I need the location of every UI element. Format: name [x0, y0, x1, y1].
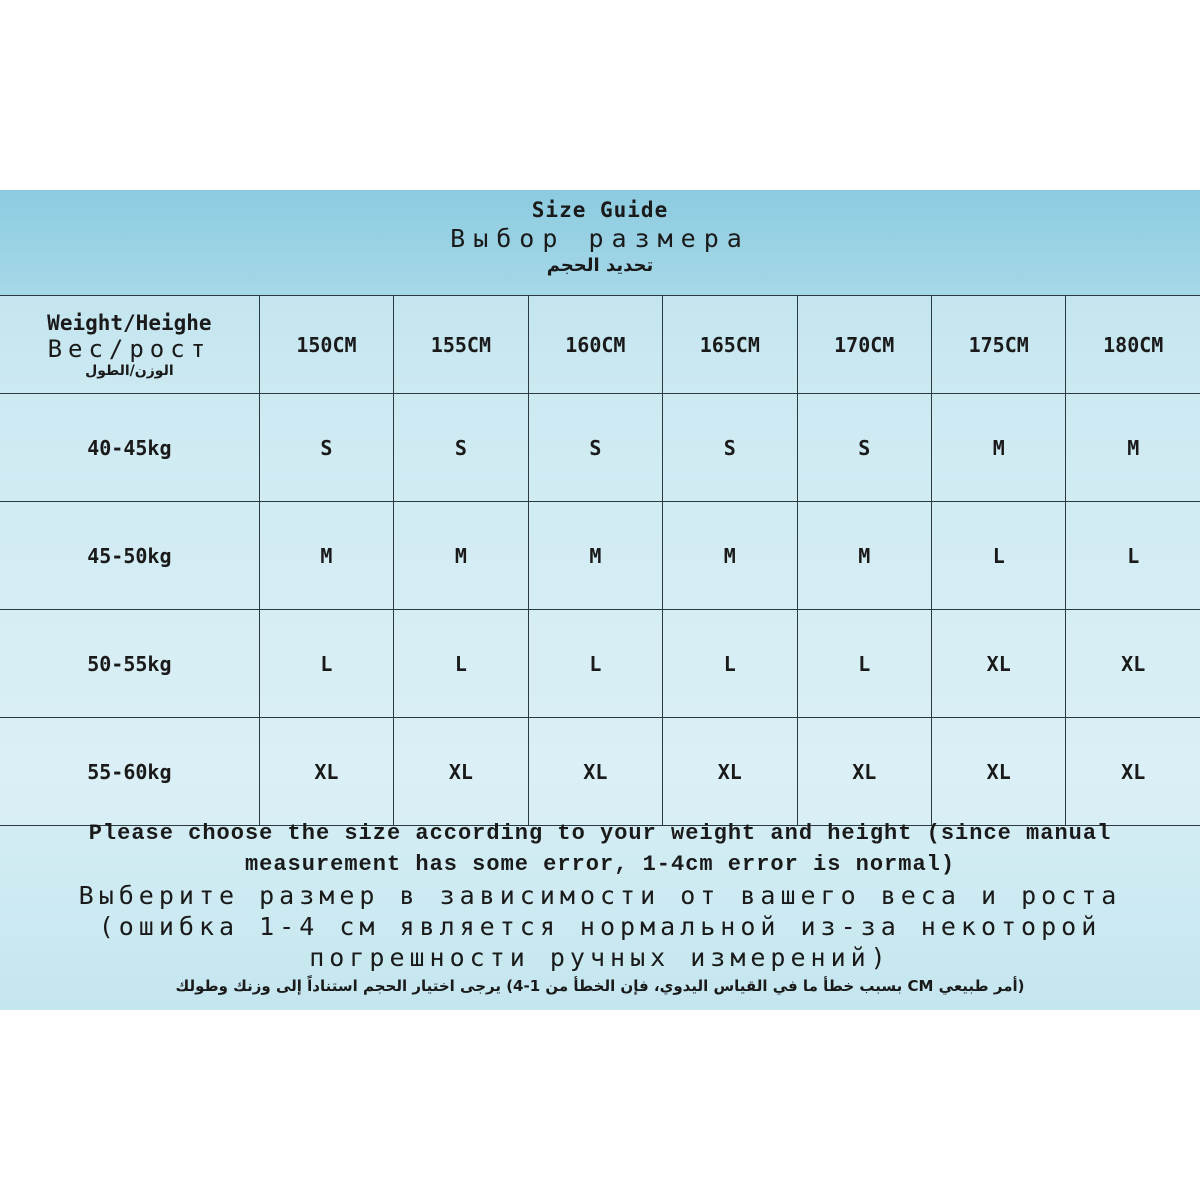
size-cell: S [662, 393, 798, 502]
size-cell: L [930, 501, 1067, 610]
size-cell: XL [527, 717, 664, 826]
header-row: Weight/Heighe Вес/рост الوزن/الطول 150CM… [0, 295, 1200, 394]
size-cell: M [796, 501, 932, 610]
height-header: 170CM [796, 295, 932, 394]
footer-notes: Please choose the size according to your… [0, 818, 1200, 999]
size-cell: S [796, 393, 932, 502]
corner-arabic: الوزن/الطول [85, 362, 174, 379]
table-row: 45-50kg M M M M M L L [0, 501, 1200, 610]
size-cell: XL [662, 717, 798, 826]
size-cell: XL [1065, 609, 1200, 718]
size-cell: L [527, 609, 664, 718]
size-cell: M [393, 501, 529, 610]
height-header: 150CM [258, 295, 395, 394]
size-cell: S [393, 393, 529, 502]
size-cell: S [258, 393, 395, 502]
title-english: Size Guide [531, 198, 669, 222]
size-cell: L [258, 609, 395, 718]
size-cell: L [1065, 501, 1200, 610]
note-russian: Выберите размер в зависимости от вашего … [78, 881, 1122, 972]
table-row: 55-60kg XL XL XL XL XL XL XL [0, 717, 1200, 826]
weight-label: 40-45kg [0, 393, 260, 502]
weight-label: 50-55kg [0, 609, 260, 718]
size-cell: M [258, 501, 395, 610]
weight-label: 45-50kg [0, 501, 260, 610]
height-header: 175CM [930, 295, 1067, 394]
height-header: 180CM [1065, 295, 1200, 394]
size-cell: XL [930, 609, 1067, 718]
size-cell: XL [796, 717, 932, 826]
table-row: 50-55kg L L L L L XL XL [0, 609, 1200, 718]
size-cell: XL [1065, 717, 1200, 826]
size-cell: L [662, 609, 798, 718]
size-cell: XL [393, 717, 529, 826]
title-russian: Выбор размера [450, 224, 750, 253]
size-guide-chart: Size Guide Выбор размера تحديد الحجم Wei… [0, 190, 1200, 1010]
weight-label: 55-60kg [0, 717, 260, 826]
size-cell: M [527, 501, 664, 610]
corner-header: Weight/Heighe Вес/рост الوزن/الطول [0, 295, 260, 394]
table-row: 40-45kg S S S S S M M [0, 393, 1200, 502]
size-cell: M [662, 501, 798, 610]
height-header: 160CM [527, 295, 664, 394]
size-cell: M [930, 393, 1067, 502]
size-cell: M [1065, 393, 1200, 502]
height-header: 165CM [662, 295, 798, 394]
size-table: Weight/Heighe Вес/рост الوزن/الطول 150CM… [0, 295, 1200, 826]
corner-english: Weight/Heighe [47, 310, 212, 335]
height-header: 155CM [393, 295, 529, 394]
size-cell: L [796, 609, 932, 718]
size-cell: XL [258, 717, 395, 826]
note-english: Please choose the size according to your… [88, 821, 1112, 877]
size-cell: L [393, 609, 529, 718]
title-arabic: تحديد الحجم [546, 255, 654, 276]
note-arabic: (أمر طبيعي CM بسبب خطأ ما في القياس اليد… [175, 977, 1025, 995]
size-cell: XL [930, 717, 1067, 826]
title-band: Size Guide Выбор размера تحديد الحجم [0, 190, 1200, 295]
corner-russian: Вес/рост [47, 334, 212, 363]
size-cell: S [527, 393, 664, 502]
